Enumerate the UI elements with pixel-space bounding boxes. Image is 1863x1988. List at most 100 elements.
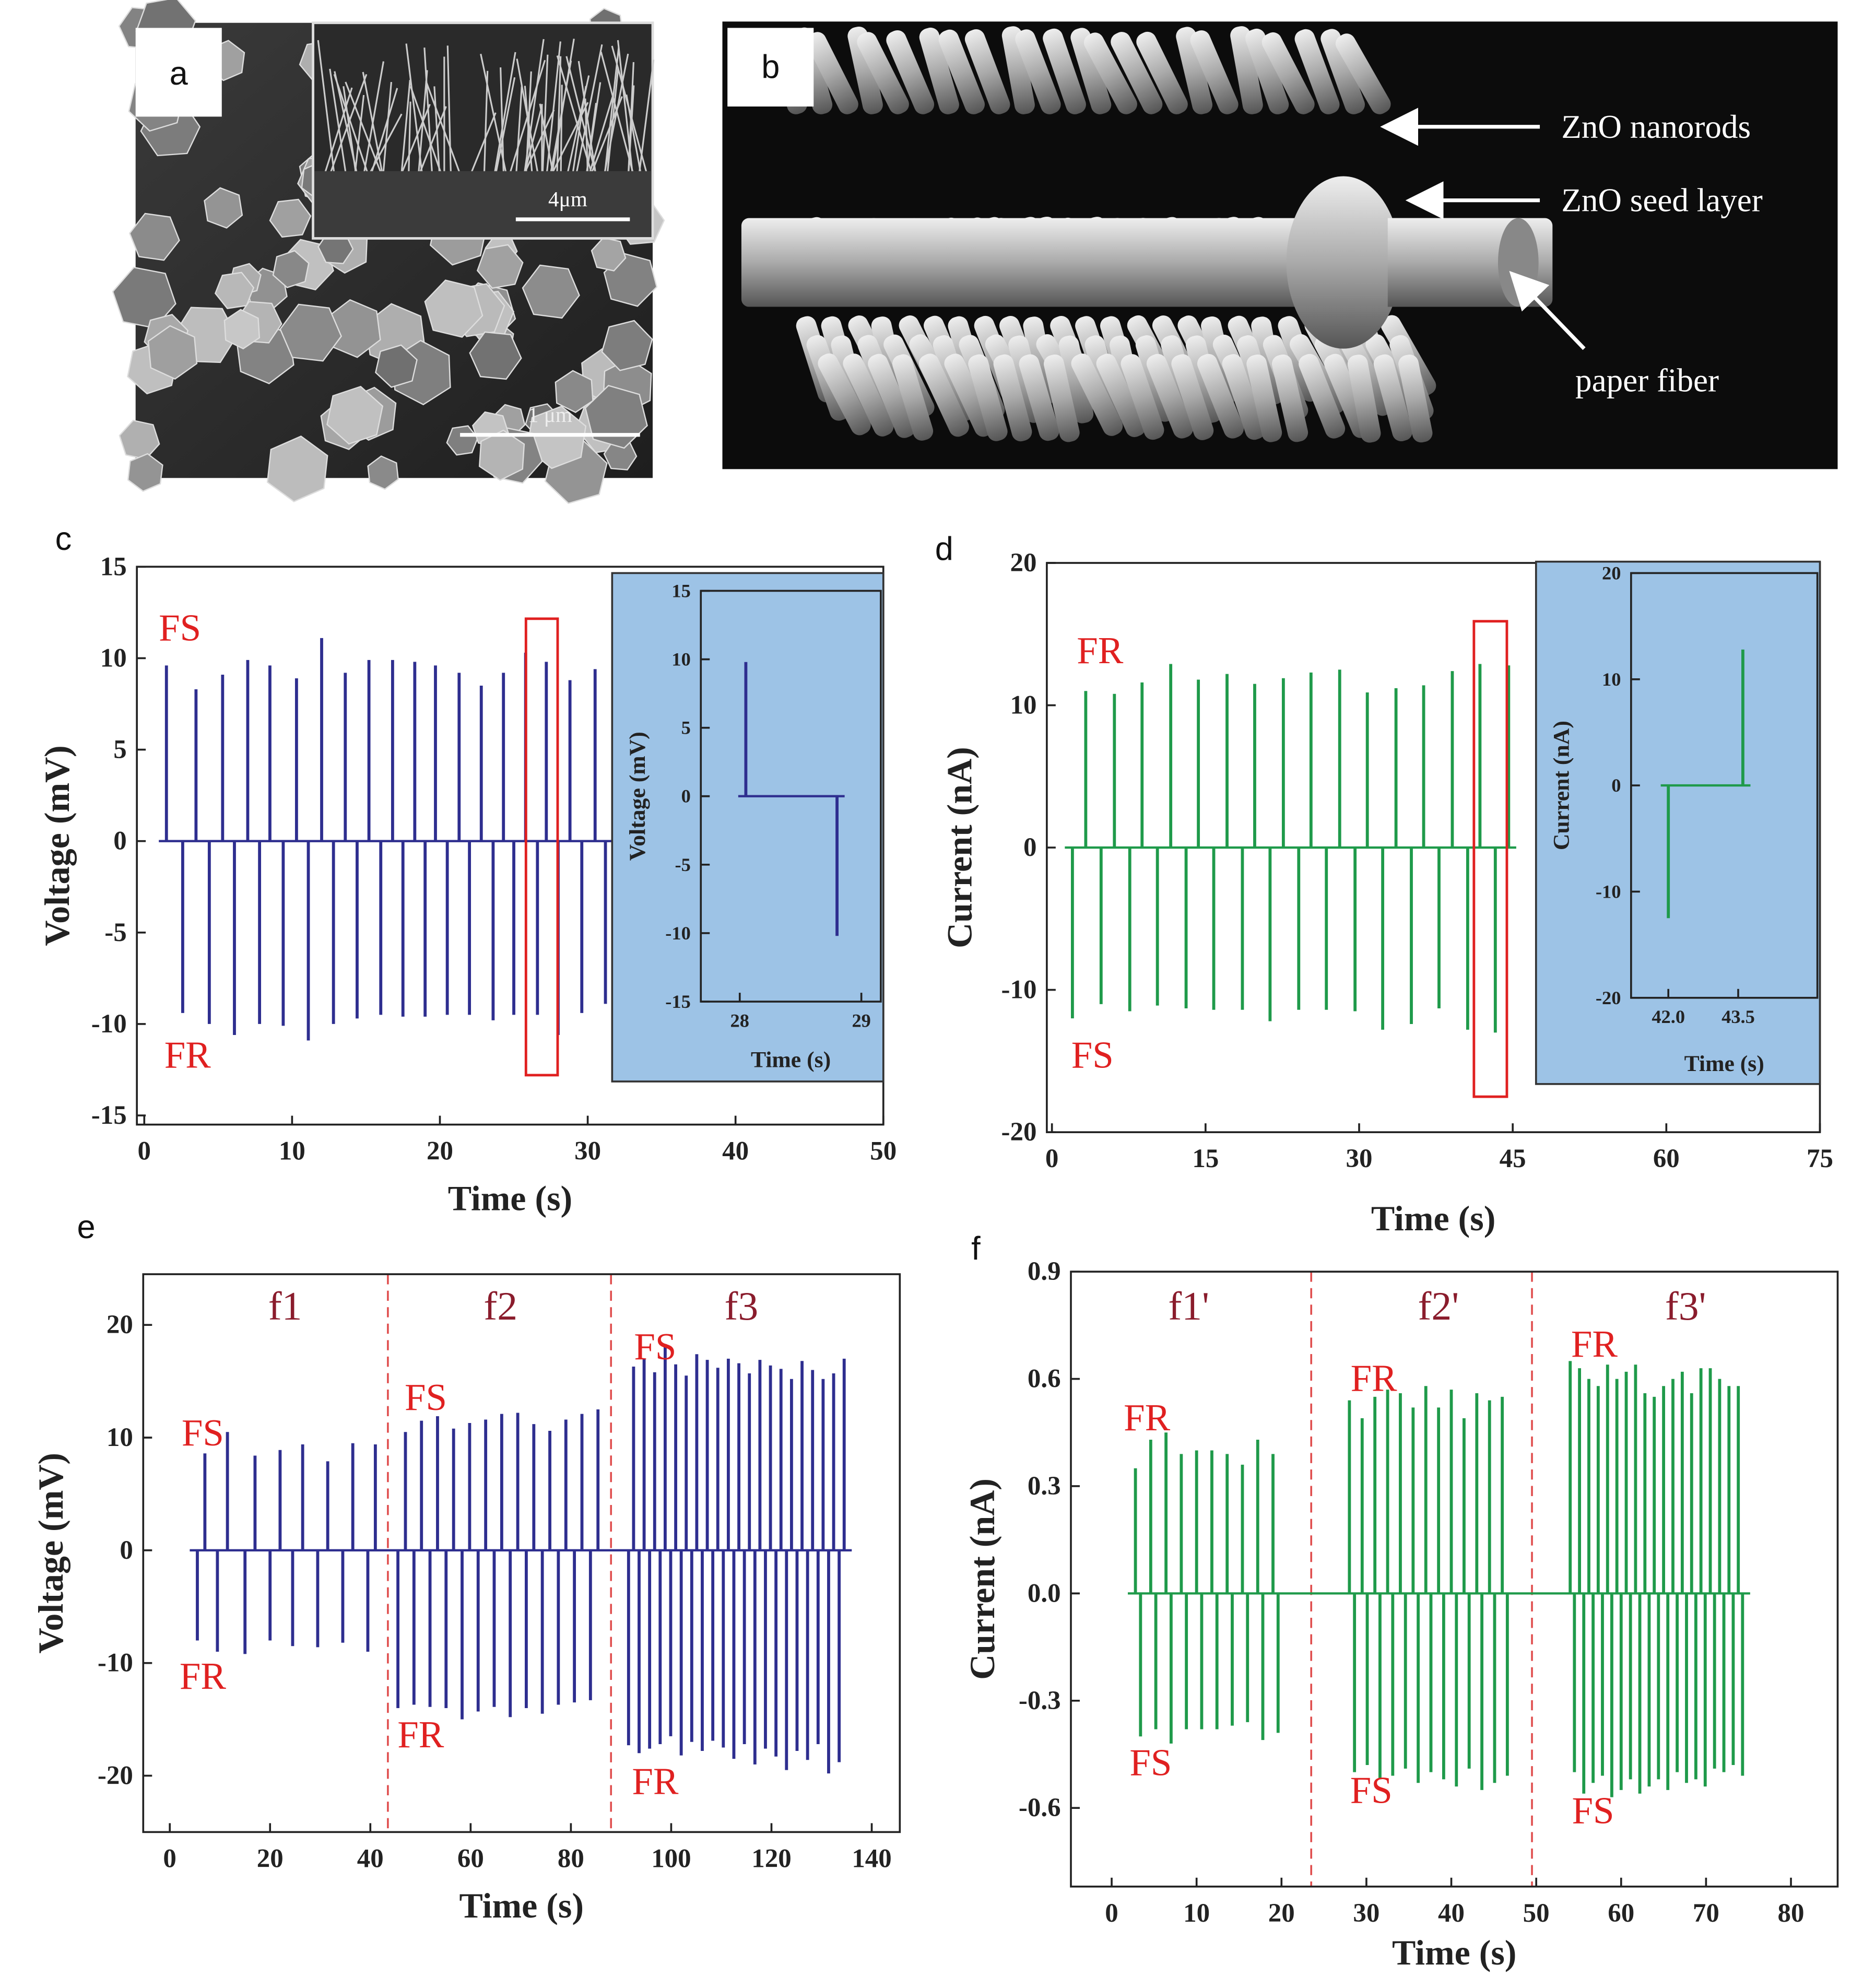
nanorod-top <box>367 455 399 490</box>
y-axis-title: Current (nA) <box>1549 721 1574 850</box>
y-tick-label: -20 <box>98 1761 133 1790</box>
nanowire <box>604 47 620 175</box>
nanorod-top <box>214 272 255 310</box>
nanowire <box>446 45 452 175</box>
nanorod <box>1019 354 1059 441</box>
y-tick-label: -0.3 <box>1019 1686 1061 1715</box>
nanorod <box>1070 28 1112 114</box>
nanowire <box>368 113 403 175</box>
nanowire <box>515 86 523 175</box>
chart: -0.6 -0.3 0.0 0.3 0.6 0.9 0 10 20 30 40 50 60 70 80 Cur… <box>962 1231 1839 1972</box>
x-tick-label: 40 <box>722 1137 749 1166</box>
x-tick-label: 15 <box>1192 1144 1219 1173</box>
region-label: f1 <box>268 1284 302 1328</box>
y-tick-label: -15 <box>91 1101 127 1130</box>
panel-label: d <box>935 531 953 567</box>
annotation: FS <box>1350 1769 1393 1811</box>
nanowire <box>480 53 508 175</box>
y-tick-label: 10 <box>100 643 127 673</box>
x-axis-title: Time (s) <box>1371 1198 1495 1238</box>
x-tick-label: 60 <box>457 1844 484 1873</box>
nanorod-top <box>147 325 198 380</box>
nanowire <box>333 74 369 175</box>
y-tick-label: -5 <box>104 918 126 947</box>
y-tick-label: 20 <box>107 1310 133 1339</box>
x-tick-label: 30 <box>1353 1899 1379 1928</box>
nanowire <box>345 81 383 175</box>
nanowire <box>524 86 533 175</box>
x-tick-label: 30 <box>574 1137 601 1166</box>
y-tick-label: 10 <box>1602 669 1621 690</box>
callout: ZnO seed layer <box>1561 182 1762 219</box>
nanorod <box>1001 26 1035 114</box>
x-tick-label: 20 <box>1268 1899 1295 1928</box>
y-tick-label: -10 <box>1001 975 1037 1005</box>
nanorod-top <box>476 244 524 289</box>
annotation: FR <box>1077 629 1123 672</box>
nanowire <box>469 112 497 175</box>
y-tick-label: 10 <box>1010 691 1036 720</box>
x-tick-label: 100 <box>651 1844 691 1873</box>
nanorod-top <box>326 385 384 445</box>
nanowire <box>556 56 562 175</box>
x-axis-title: Time (s) <box>459 1886 584 1925</box>
y-tick-label: 0.3 <box>1028 1472 1061 1501</box>
nanowire <box>433 86 441 175</box>
x-tick-label: 120 <box>751 1844 791 1873</box>
nanorod-top <box>478 429 525 481</box>
nanorod <box>1071 353 1123 436</box>
callout: ZnO nanorods <box>1561 109 1751 145</box>
nanorod <box>886 30 935 114</box>
nanorod-top <box>204 187 243 229</box>
nanorod-top <box>584 384 648 449</box>
nanorod <box>993 354 1032 442</box>
highlight-box <box>524 617 559 1077</box>
nanorod <box>1197 354 1244 439</box>
nanowire <box>329 68 347 175</box>
nanowire <box>425 80 462 175</box>
y-tick-label: -15 <box>665 991 691 1012</box>
plot-frame <box>1070 1271 1839 1888</box>
nanorod-top <box>601 320 653 371</box>
nanorod <box>1190 30 1239 114</box>
panel-label: b <box>761 49 780 86</box>
scale-label: 1 μm <box>528 403 572 427</box>
inset-bg <box>611 572 885 1083</box>
nanorod <box>1043 354 1080 442</box>
nanorod <box>1222 354 1266 440</box>
y-tick-label: 20 <box>1010 548 1036 578</box>
nanowire <box>546 41 561 175</box>
nanorod-top <box>272 250 310 289</box>
x-tick-label: 140 <box>852 1844 891 1873</box>
x-tick-label: 40 <box>1438 1899 1465 1928</box>
nanowire <box>317 40 335 175</box>
nanorod-top <box>127 453 163 492</box>
y-axis-title: Current (nA) <box>962 1478 1002 1680</box>
y-tick-label: 0.0 <box>1028 1579 1061 1608</box>
nanowire <box>585 82 602 175</box>
y-axis-title: Voltage (mV) <box>31 1453 70 1654</box>
annotation: FR <box>632 1760 678 1803</box>
nanorod <box>1176 27 1213 114</box>
y-axis-title: Current (nA) <box>939 747 979 948</box>
nanorod <box>818 353 871 436</box>
nanorod <box>1347 355 1381 443</box>
x-tick-label: 28 <box>730 1010 749 1031</box>
chart: -20 -10 0 10 20 42.0 43.5 Current (nA) Time (s) <box>1535 560 1821 1085</box>
x-tick-label: 50 <box>870 1137 897 1166</box>
nanowire <box>483 70 489 175</box>
nanowire <box>323 87 353 175</box>
x-tick-label: 20 <box>427 1137 453 1166</box>
annotation: FR <box>164 1034 211 1076</box>
nanorod <box>938 29 985 114</box>
nanorod <box>1096 354 1146 438</box>
y-axis-title: Voltage (mV) <box>625 732 650 861</box>
x-tick-label: 40 <box>357 1844 384 1873</box>
nanorod <box>1230 26 1263 114</box>
annotation: FR <box>397 1713 444 1756</box>
y-tick-label: -10 <box>665 923 691 944</box>
nanowire <box>571 86 587 175</box>
y-tick-label: 0 <box>113 827 126 856</box>
x-tick-label: 0 <box>1105 1899 1118 1928</box>
